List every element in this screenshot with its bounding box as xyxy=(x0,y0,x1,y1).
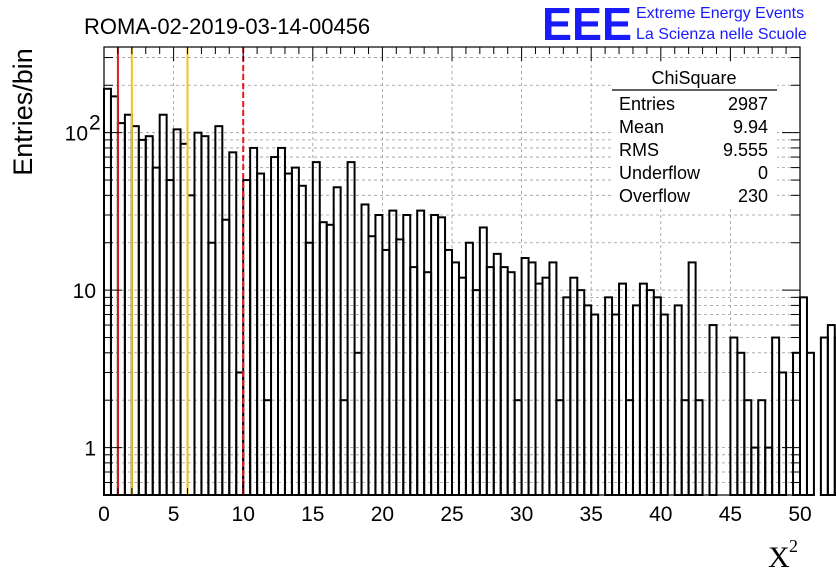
histogram-bin xyxy=(805,351,815,496)
x-tick-label: 40 xyxy=(649,503,672,526)
y-tick-label: 10 xyxy=(65,123,88,146)
stats-box-title: ChiSquare xyxy=(651,68,736,88)
stats-row-value: 230 xyxy=(738,186,768,206)
x-tick-label: 45 xyxy=(719,503,742,526)
stats-row-value: 9.555 xyxy=(723,140,768,160)
stats-row-label: Mean xyxy=(619,117,664,137)
x-tick-label: 20 xyxy=(371,503,394,526)
stats-row-value: 0 xyxy=(758,163,768,183)
y-tick-label: 10 xyxy=(73,280,96,303)
x-tick-label: 30 xyxy=(510,503,533,526)
x-tick-label: 50 xyxy=(788,503,811,526)
stats-row-label: Overflow xyxy=(619,186,691,206)
stats-box: ChiSquare Entries 2987 Mean 9.94 RMS 9.555 Und… xyxy=(612,64,777,209)
logo-letters: EEE xyxy=(542,0,632,50)
stats-row-label: Underflow xyxy=(619,163,701,183)
x-tick-label: 5 xyxy=(168,503,180,526)
stats-row-label: RMS xyxy=(619,140,659,160)
logo-line1: Extreme Energy Events xyxy=(636,5,804,22)
stats-row-label: Entries xyxy=(619,94,675,114)
logo-line2: La Scienza nelle Scuole xyxy=(636,26,807,43)
x-tick-label: 15 xyxy=(301,503,324,526)
eee-logo: EEE Extreme Energy Events La Scienza nel… xyxy=(542,0,807,50)
x-tick-label: 10 xyxy=(232,503,255,526)
stats-box-background xyxy=(612,64,777,209)
x-tick-label: 35 xyxy=(580,503,603,526)
histogram-bin xyxy=(833,336,836,497)
x-axis-ticks: 0 5 10 15 20 25 30 35 40 45 50 xyxy=(98,47,812,526)
stats-row-value: 2987 xyxy=(728,94,768,114)
y-tick-label: 1 xyxy=(84,438,96,461)
chart-title: ROMA-02-2019-03-14-00456 xyxy=(84,14,370,39)
x-axis-label-superscript: 2 xyxy=(789,536,798,556)
stats-row-value: 9.94 xyxy=(733,117,768,137)
x-tick-label: 25 xyxy=(440,503,463,526)
x-axis-label: X xyxy=(768,541,790,572)
threshold-lines xyxy=(116,47,245,495)
y-axis-label: Entries/bin xyxy=(8,48,38,176)
x-tick-label: 0 xyxy=(98,503,110,526)
stats-box-rows: Entries 2987 Mean 9.94 RMS 9.555 Underflow 0 Ove… xyxy=(619,94,768,206)
y-tick-label-exponent: 2 xyxy=(89,112,101,135)
